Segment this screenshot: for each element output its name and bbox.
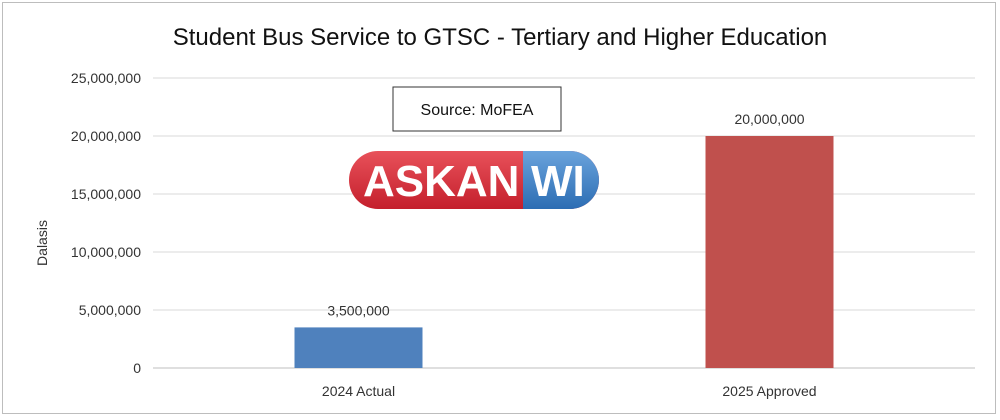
y-axis-ticks: 0 5,000,000 10,000,000 15,000,000 20,000,000… xyxy=(71,70,141,376)
bar-1 xyxy=(294,327,423,368)
y-tick-label: 15,000,000 xyxy=(71,186,141,202)
source-annotation: Source: MoFEA xyxy=(392,86,562,132)
bar-chart: Student Bus Service to GTSC - Tertiary a… xyxy=(34,24,975,399)
data-label: 3,500,000 xyxy=(327,302,389,318)
logo-text-right: WI xyxy=(531,157,585,206)
x-axis-categories: 2024 Actual 2025 Approved xyxy=(322,383,817,399)
x-category-label: 2024 Actual xyxy=(322,383,395,399)
y-tick-label: 25,000,000 xyxy=(71,70,141,86)
askanwi-logo: ASKAN WI xyxy=(349,151,599,209)
bars xyxy=(294,136,834,368)
data-label: 20,000,000 xyxy=(734,111,804,127)
data-labels: 3,500,000 20,000,000 xyxy=(327,111,804,318)
logo-text-left: ASKAN xyxy=(363,157,519,206)
chart-title: Student Bus Service to GTSC - Tertiary a… xyxy=(173,24,828,51)
y-tick-label: 10,000,000 xyxy=(71,244,141,260)
gridlines xyxy=(153,77,975,369)
x-category-label: 2025 Approved xyxy=(722,383,816,399)
source-text: Source: MoFEA xyxy=(421,102,534,119)
bar-2 xyxy=(705,136,834,368)
y-tick-label: 5,000,000 xyxy=(79,302,141,318)
y-tick-label: 20,000,000 xyxy=(71,128,141,144)
y-tick-label: 0 xyxy=(133,360,141,376)
y-axis-label: Dalasis xyxy=(34,220,50,266)
chart-frame: Student Bus Service to GTSC - Tertiary a… xyxy=(2,2,996,414)
